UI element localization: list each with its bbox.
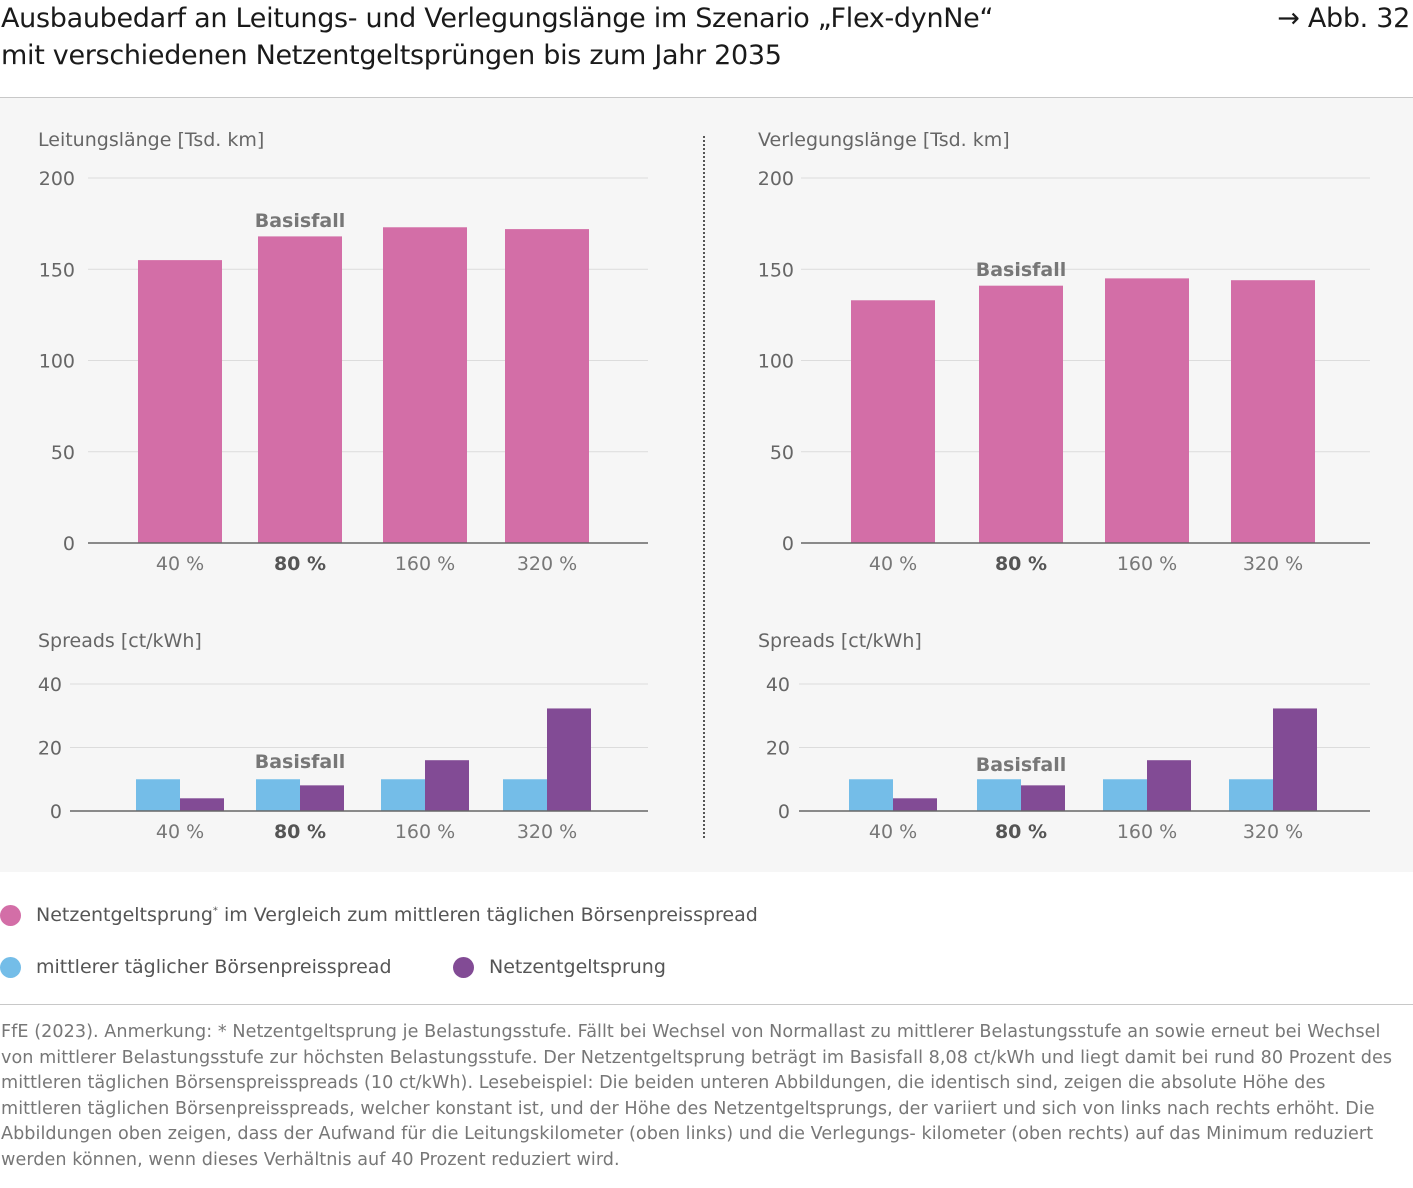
verlegung-ytick-label: 0: [782, 533, 794, 555]
legend-item-ratio: Netzentgeltsprung* im Vergleich zum mitt…: [0, 904, 758, 926]
legend-item-netzentgelt: Netzentgeltsprung: [453, 956, 666, 978]
leitung-ytick-label: 150: [39, 259, 75, 281]
footnote: FfE (2023). Anmerkung: * Netzentgeltspru…: [1, 1022, 1393, 1170]
leitung-xtick-label: 320 %: [517, 553, 577, 575]
verlegung-bar-2: [979, 285, 1063, 543]
leitung-xtick-label: 40 %: [156, 553, 204, 575]
spreads-left-ytick-label: 0: [50, 801, 62, 823]
legend-label-ratio: Netzentgeltsprung* im Vergleich zum mitt…: [36, 904, 758, 926]
spreads-right-series-1-bar-4: [1229, 779, 1273, 811]
spreads-left-series-1-bar-1: [136, 779, 180, 811]
top-rule: [0, 97, 1413, 98]
verlegung-ytick-label: 150: [758, 259, 794, 281]
spreads-left-axis-title: Spreads [ct/kWh]: [38, 630, 202, 652]
verlegung-xtick-label: 40 %: [869, 553, 917, 575]
bottom-rule: [0, 1004, 1413, 1005]
panel-divider: [703, 136, 705, 838]
verlegung-ytick-label: 200: [758, 168, 794, 190]
title-line-2: mit verschiedenen Netzentgeltsprüngen bi…: [1, 40, 782, 71]
spreads-left-series-2-bar-1: [180, 798, 224, 811]
figure-reference: → Abb. 32: [1277, 3, 1410, 34]
spreads-left-xtick-label: 80 %: [274, 821, 326, 843]
spreads-right-ytick-label: 0: [778, 801, 790, 823]
leitung-bar-3: [383, 227, 467, 543]
spreads-left-series-2-bar-4: [547, 708, 591, 811]
leitung-ytick-label: 50: [51, 442, 75, 464]
spreads-left-xtick-label: 160 %: [395, 821, 455, 843]
legend-label-spread: mittlerer täglicher Börsenpreisspread: [36, 956, 392, 978]
spreads-left-xtick-label: 40 %: [156, 821, 204, 843]
spreads-right-xtick-label: 40 %: [869, 821, 917, 843]
legend-swatch-purple: [453, 956, 474, 978]
leitung-bar-4: [505, 229, 589, 543]
spreads-right-xtick-label: 320 %: [1243, 821, 1303, 843]
verlegung-ytick-label: 50: [770, 442, 794, 464]
leitung-bar-2: [258, 236, 342, 543]
legend: Netzentgeltsprung* im Vergleich zum mitt…: [0, 890, 1413, 990]
leitung-bar-1: [138, 260, 222, 543]
title-line-1: Ausbaubedarf an Leitungs- und Verlegungs…: [1, 3, 994, 34]
spreads-left-basisfall-annotation: Basisfall: [255, 751, 346, 773]
spreads-left-series-1-bar-2: [256, 779, 300, 811]
leitung-xtick-label: 160 %: [395, 553, 455, 575]
verlegung-ytick-label: 100: [758, 351, 794, 373]
spreads-right-ytick-label: 20: [766, 738, 790, 760]
spreads-right-series-1-bar-1: [849, 779, 893, 811]
spreads-left-series-1-bar-4: [503, 779, 547, 811]
legend-swatch-blue: [0, 956, 21, 978]
spreads-right-xtick-label: 80 %: [995, 821, 1047, 843]
leitung-ytick-label: 100: [39, 351, 75, 373]
legend-label-netzentgelt: Netzentgeltsprung: [489, 956, 666, 978]
verlegung-basisfall-annotation: Basisfall: [976, 259, 1067, 281]
spreads-right-series-2-bar-1: [893, 798, 937, 811]
leitung-basisfall-annotation: Basisfall: [255, 210, 346, 232]
spreads-left-xtick-label: 320 %: [517, 821, 577, 843]
spreads-right-series-1-bar-2: [977, 779, 1021, 811]
spreads-left-series-2-bar-2: [300, 785, 344, 811]
spreads-right-axis-title: Spreads [ct/kWh]: [758, 630, 922, 652]
verlegung-xtick-label: 320 %: [1243, 553, 1303, 575]
verlegung-axis-title: Verlegungslänge [Tsd. km]: [758, 129, 1010, 151]
spreads-right-basisfall-annotation: Basisfall: [976, 754, 1067, 776]
spreads-right-series-2-bar-4: [1273, 708, 1317, 811]
legend-swatch-pink: [0, 904, 21, 926]
leitung-axis-title: Leitungslänge [Tsd. km]: [38, 129, 264, 151]
spreads-right-series-2-bar-2: [1021, 785, 1065, 811]
spreads-left-series-2-bar-3: [425, 760, 469, 811]
leitung-xtick-label: 80 %: [274, 553, 326, 575]
spreads-right-ytick-label: 40: [766, 674, 790, 696]
spreads-right-series-1-bar-3: [1103, 779, 1147, 811]
leitung-ytick-label: 0: [63, 533, 75, 555]
verlegung-bar-3: [1105, 278, 1189, 543]
spreads-left-series-1-bar-3: [381, 779, 425, 811]
spreads-right-xtick-label: 160 %: [1117, 821, 1177, 843]
spreads-left-ytick-label: 40: [38, 674, 62, 696]
spreads-right-series-2-bar-3: [1147, 760, 1191, 811]
verlegung-bar-4: [1231, 280, 1315, 543]
legend-item-spread: mittlerer täglicher Börsenpreisspread: [0, 956, 392, 978]
verlegung-bar-1: [851, 300, 935, 543]
chart-title: Ausbaubedarf an Leitungs- und Verlegungs…: [1, 0, 1151, 74]
spreads-left-ytick-label: 20: [38, 738, 62, 760]
verlegung-xtick-label: 80 %: [995, 553, 1047, 575]
verlegung-xtick-label: 160 %: [1117, 553, 1177, 575]
leitung-ytick-label: 200: [39, 168, 75, 190]
